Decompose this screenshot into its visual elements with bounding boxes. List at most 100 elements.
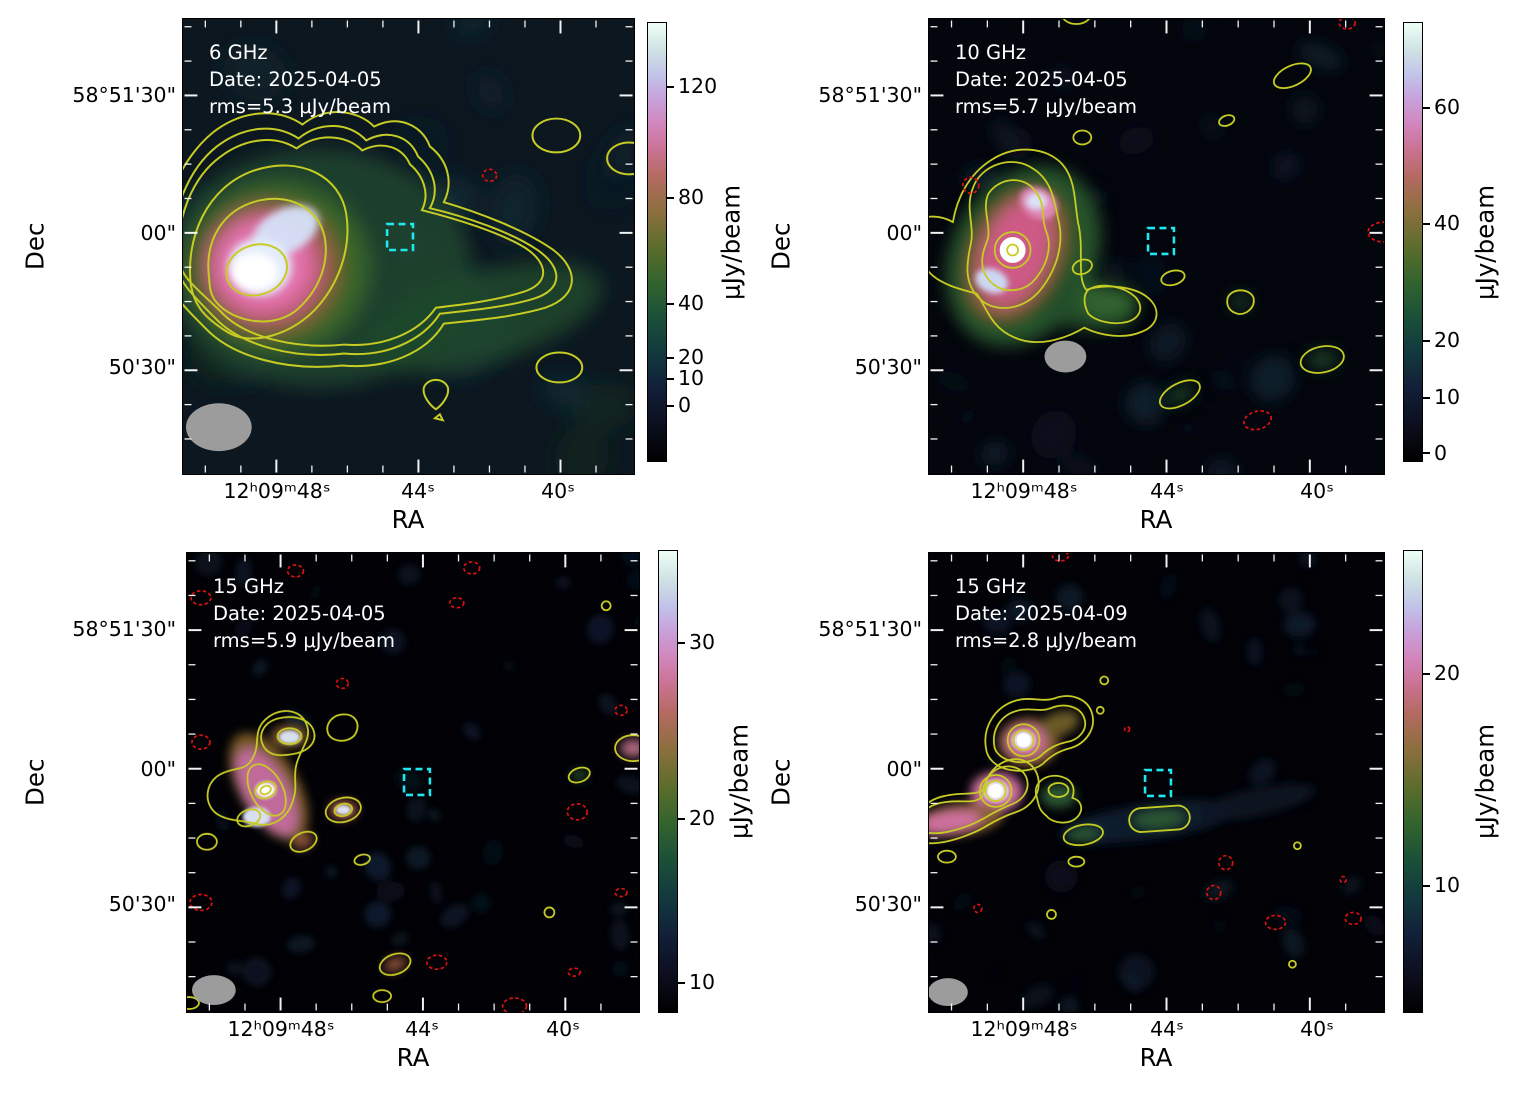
- bright-core: [242, 730, 352, 827]
- date-label: Date: 2025-04-05: [213, 602, 386, 625]
- negative-contours: [962, 19, 1384, 431]
- colorbar-6ghz: [647, 22, 667, 462]
- bright-core-peak-2: [988, 783, 1003, 798]
- ra-axis-label: RA: [396, 1043, 430, 1072]
- dec-tick-label: 00": [886, 757, 922, 781]
- colorbar-tick: 60: [1434, 95, 1461, 119]
- colorbar-tick: 30: [689, 630, 716, 654]
- dec-tick-label: 58°51'30": [72, 617, 176, 641]
- ra-tick-label: 40ˢ: [541, 479, 575, 503]
- colorbar-axis-label: μJy/beam: [1470, 184, 1500, 300]
- dec-tick-label: 00": [140, 757, 176, 781]
- dec-tick-label: 58°51'30": [72, 83, 176, 107]
- bright-core: [227, 205, 319, 296]
- noise-field: [195, 553, 639, 987]
- positive-contours: [187, 600, 639, 1010]
- radio-map-15ghz-0405: 15 GHz Date: 2025-04-05 rms=5.9 μJy/beam: [186, 552, 640, 1013]
- bright-core: [975, 186, 1058, 294]
- bright-core-peak: [999, 237, 1026, 263]
- frequency-label: 15 GHz: [213, 575, 285, 598]
- dec-axis-label: Dec: [20, 758, 50, 807]
- axis-ticks: [930, 554, 1383, 1011]
- colorbar-tick: 10: [1434, 385, 1461, 409]
- ra-tick-label: 12ʰ09ᵐ48ˢ: [970, 1017, 1078, 1041]
- axis-ticks: [188, 554, 638, 1011]
- radio-map-6ghz-image: [183, 19, 634, 474]
- negative-contours: [481, 168, 498, 183]
- rms-label: rms=5.9 μJy/beam: [213, 629, 395, 652]
- colorbar-tick: 40: [1434, 211, 1461, 235]
- ra-tick-label: 44ˢ: [1150, 1017, 1184, 1041]
- ra-axis-label: RA: [1139, 1043, 1173, 1072]
- target-marker: [1143, 768, 1173, 798]
- positive-contours: [183, 111, 634, 422]
- target-marker: [402, 767, 432, 797]
- dec-tick-label: 50'30": [108, 892, 176, 916]
- date-label: Date: 2025-04-09: [955, 602, 1128, 625]
- colorbar-axis-label: μJy/beam: [724, 723, 754, 840]
- dec-tick-label: 58°51'30": [818, 83, 922, 107]
- panel-annotation: 10 GHz Date: 2025-04-05 rms=5.7 μJy/beam: [955, 39, 1137, 120]
- ra-axis-label: RA: [391, 505, 425, 534]
- axis-ticks: [184, 20, 633, 473]
- colorbar-tick: 40: [678, 291, 705, 315]
- panel-annotation: 15 GHz Date: 2025-04-05 rms=5.9 μJy/beam: [213, 573, 395, 654]
- negative-contours: [972, 553, 1362, 931]
- radio-map-10ghz: 10 GHz Date: 2025-04-05 rms=5.7 μJy/beam: [928, 18, 1385, 475]
- dec-tick-label: 50'30": [854, 892, 922, 916]
- ra-tick-label: 44ˢ: [401, 479, 435, 503]
- frequency-label: 15 GHz: [955, 575, 1027, 598]
- dec-tick-label: 00": [886, 221, 922, 245]
- colorbar-15ghz-0409: [1403, 550, 1423, 1013]
- colorbar-axis-label: μJy/beam: [716, 184, 746, 300]
- colorbar-tick: 20: [689, 806, 716, 830]
- dec-tick-label: 50'30": [854, 355, 922, 379]
- ra-tick-label: 44ˢ: [405, 1017, 439, 1041]
- ra-tick-label: 44ˢ: [1150, 479, 1184, 503]
- date-label: Date: 2025-04-05: [955, 68, 1128, 91]
- colorbar-tick: 10: [678, 366, 705, 390]
- panel-annotation: 15 GHz Date: 2025-04-09 rms=2.8 μJy/beam: [955, 573, 1137, 654]
- rms-label: rms=5.3 μJy/beam: [209, 95, 391, 118]
- rms-label: rms=2.8 μJy/beam: [955, 629, 1137, 652]
- bright-core-peak: [1016, 733, 1031, 748]
- radio-map-15ghz-0409: 15 GHz Date: 2025-04-09 rms=2.8 μJy/beam: [928, 552, 1385, 1013]
- colorbar-tick: 120: [678, 74, 718, 98]
- panel-annotation: 6 GHz Date: 2025-04-05 rms=5.3 μJy/beam: [209, 39, 391, 120]
- target-marker: [1146, 226, 1176, 256]
- colorbar-axis-label: μJy/beam: [1470, 723, 1500, 840]
- dec-axis-label: Dec: [766, 222, 796, 271]
- beam-ellipse: [929, 978, 968, 1007]
- colorbar-tick: 0: [678, 393, 692, 417]
- ra-tick-label: 12ʰ09ᵐ48ˢ: [223, 479, 331, 503]
- ra-axis-label: RA: [1139, 505, 1173, 534]
- colorbar-10ghz: [1403, 22, 1423, 462]
- radio-map-6ghz: 6 GHz Date: 2025-04-05 rms=5.3 μJy/beam: [182, 18, 635, 475]
- beam-ellipse: [1044, 340, 1087, 373]
- colorbar-tick: 20: [1434, 328, 1461, 352]
- colorbar-tick: 80: [678, 185, 705, 209]
- dec-tick-label: 50'30": [108, 355, 176, 379]
- positive-contours: [929, 19, 1345, 410]
- radio-map-15ghz-0405-image: [187, 553, 639, 1012]
- colorbar-tick: 20: [1434, 661, 1461, 685]
- rms-label: rms=5.7 μJy/beam: [955, 95, 1137, 118]
- date-label: Date: 2025-04-05: [209, 68, 382, 91]
- axis-ticks: [930, 20, 1383, 473]
- beam-ellipse: [185, 403, 252, 452]
- target-marker: [385, 222, 415, 252]
- colorbar-tick: 10: [689, 970, 716, 994]
- dec-tick-label: 00": [140, 221, 176, 245]
- ra-tick-label: 40ˢ: [1300, 479, 1334, 503]
- ra-tick-label: 40ˢ: [546, 1017, 580, 1041]
- dec-axis-label: Dec: [20, 222, 50, 271]
- colorbar-tick: 0: [1434, 441, 1448, 465]
- colorbar-15ghz-0405: [658, 550, 678, 1013]
- negative-contours: [189, 561, 628, 1012]
- radio-map-10ghz-image: [929, 19, 1384, 474]
- frequency-label: 6 GHz: [209, 41, 268, 64]
- ra-tick-label: 12ʰ09ᵐ48ˢ: [970, 479, 1078, 503]
- beam-ellipse: [191, 975, 236, 1006]
- ra-tick-label: 12ʰ09ᵐ48ˢ: [227, 1017, 335, 1041]
- ra-tick-label: 40ˢ: [1300, 1017, 1334, 1041]
